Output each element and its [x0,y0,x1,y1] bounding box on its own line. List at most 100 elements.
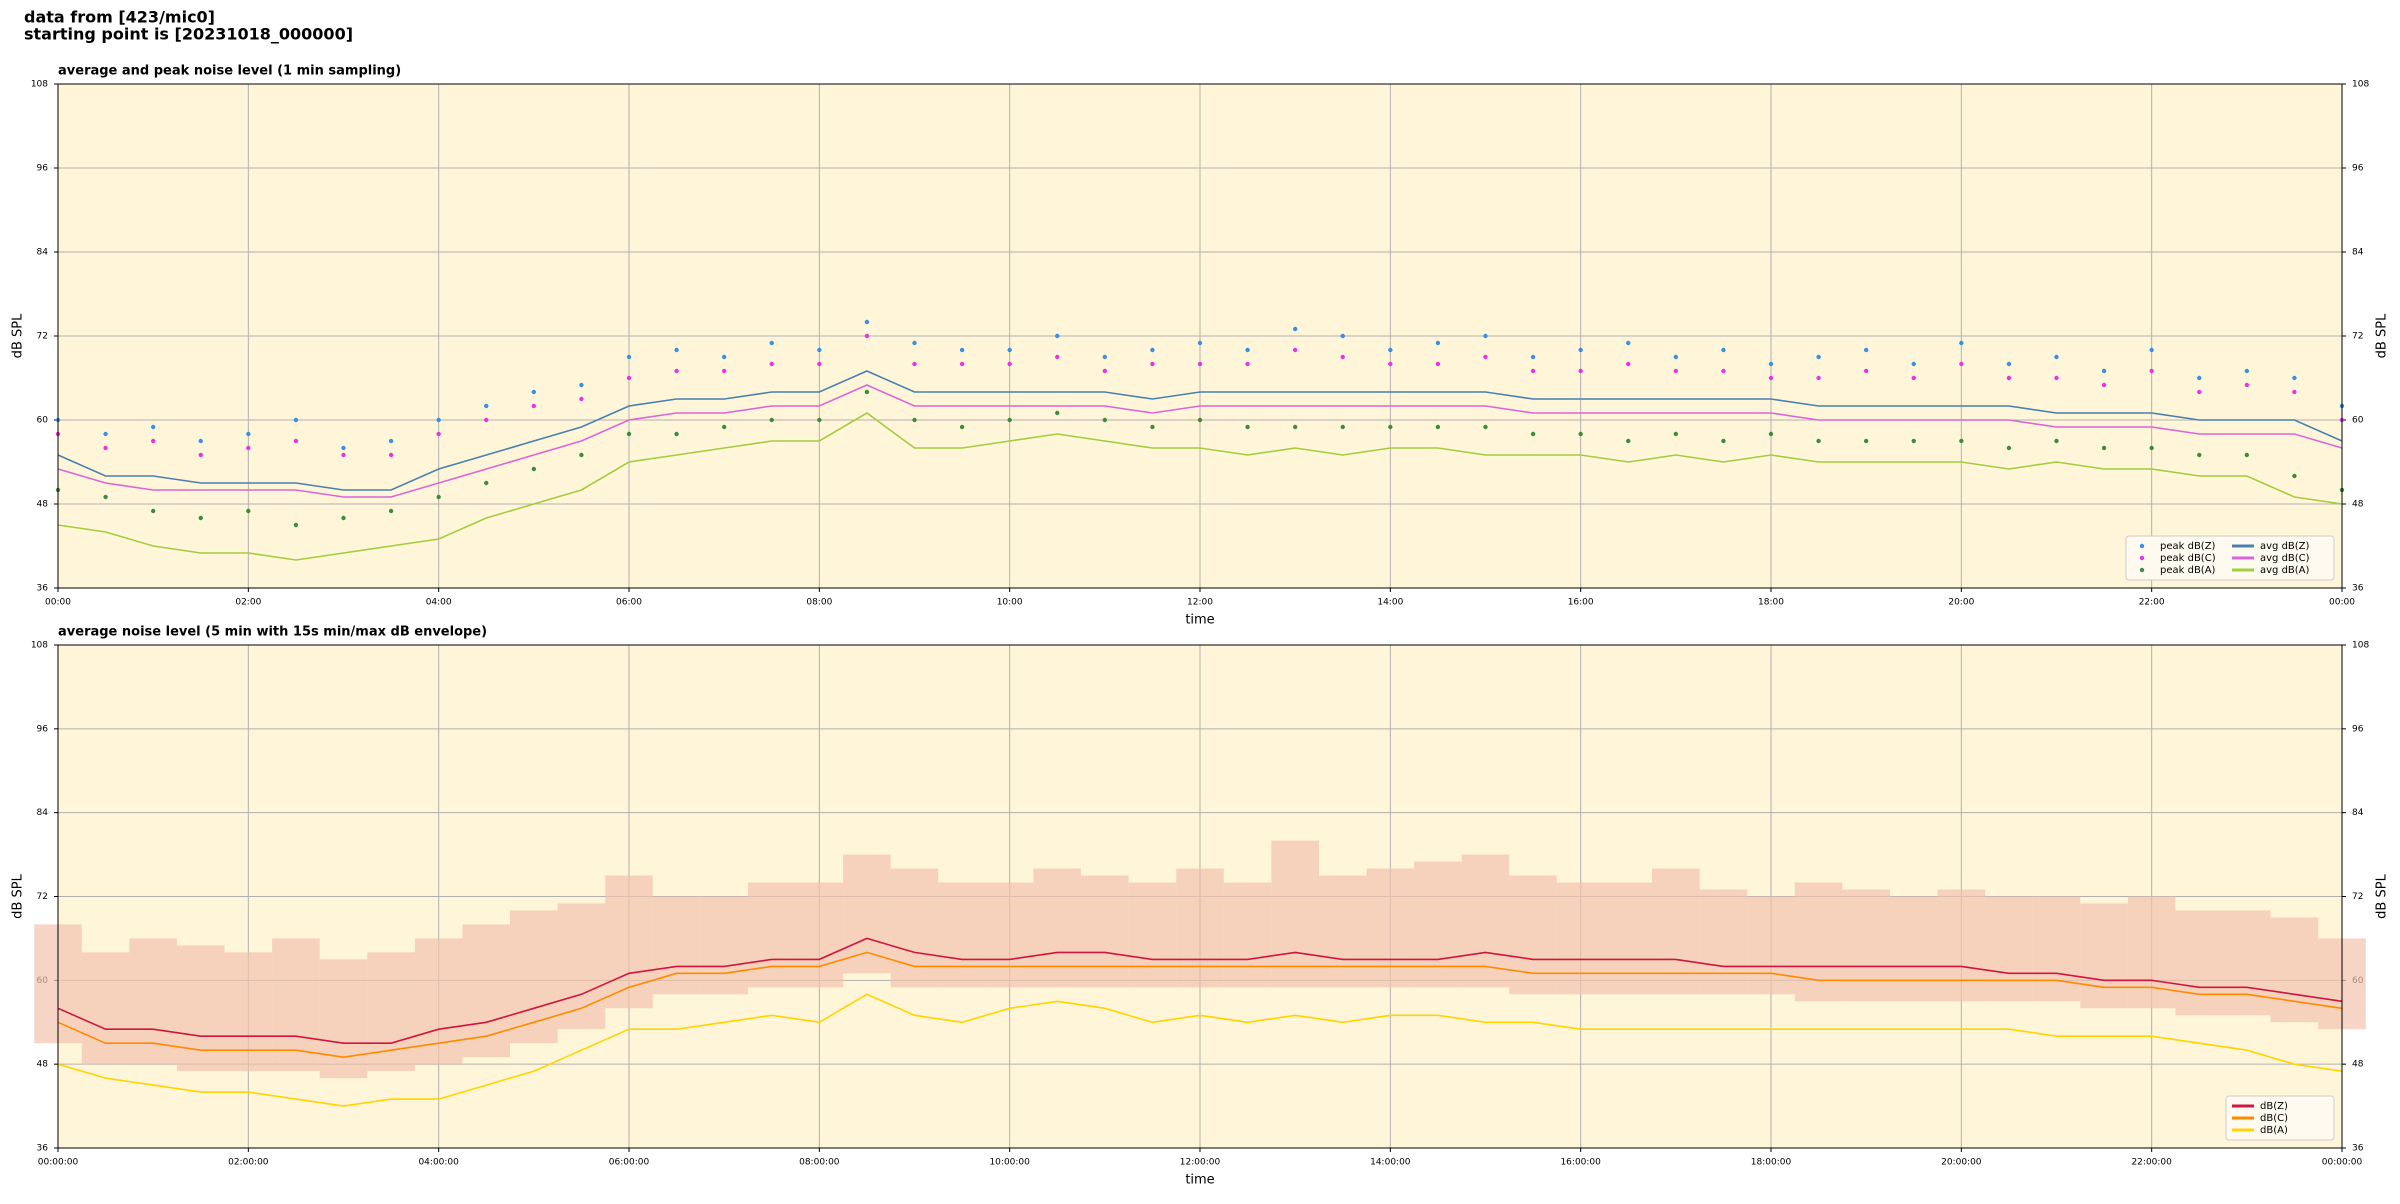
peak-point [1340,424,1345,430]
peak-point [2244,382,2250,388]
peak-point [1340,333,1345,339]
x-tick-label: 08:00:00 [799,1158,840,1168]
peak-point [1863,368,1869,374]
envelope-band [890,868,939,988]
peak-point [674,347,679,353]
peak-point [1626,361,1631,367]
envelope-band [652,896,701,995]
peak-point [2054,375,2059,381]
envelope-band [1842,889,1890,1002]
y-tick-label: 36 [37,584,49,594]
peak-point [1959,361,1964,367]
peak-point [1245,424,1250,430]
peak-point [1150,347,1155,353]
envelope-band [1176,868,1224,988]
x-tick-label: 02:00:00 [228,1158,269,1168]
y-tick-label: 48 [2352,1060,2364,1070]
peak-point [531,466,537,472]
peak-point [1388,361,1393,367]
peak-point [1959,340,1964,346]
envelope-band [2175,910,2224,1016]
peak-point [1863,438,1869,444]
peak-point [1055,333,1060,339]
peak-point [2244,452,2250,458]
envelope-band [2032,896,2081,1002]
peak-point [198,452,203,458]
peak-point [817,417,822,423]
y-axis-label: dB SPL [11,873,26,918]
peak-point [1197,340,1203,346]
series-line [57,384,2343,498]
envelope-band [1889,896,1938,1002]
peak-point [1578,431,1583,437]
peak-point [1578,368,1583,374]
y-tick-label: 96 [37,164,49,174]
envelope-band [1414,861,1462,988]
envelope-band [1318,875,1367,988]
x-tick-label: 20:00:00 [1941,1158,1982,1168]
peak-point [2101,368,2107,374]
peak-point [484,403,489,409]
legend-marker [2139,555,2145,561]
peak-point [1721,368,1726,374]
series-line [57,951,2343,1059]
x-tick-label: 22:00:00 [2131,1158,2172,1168]
peak-point [2292,375,2297,381]
peak-point [579,396,584,402]
peak-point [1007,361,1012,367]
peak-point [293,522,299,528]
peak-point [1578,347,1583,353]
peak-point [1435,361,1441,367]
x-tick-label: 14:00 [1377,598,1403,608]
peak-point [103,445,108,451]
envelope-band [700,896,748,995]
peak-point [1388,347,1393,353]
peak-point [2149,445,2154,451]
envelope-band [1509,875,1557,995]
peak-point [864,389,870,395]
x-tick-label: 00:00 [45,598,71,608]
legend-marker [2139,567,2145,573]
x-tick-label: 12:00:00 [1180,1158,1221,1168]
x-tick-label: 10:00 [997,598,1023,608]
x-tick-label: 16:00 [1568,598,1594,608]
envelope-band [843,854,891,974]
peak-point [579,382,584,388]
peak-point [1245,347,1250,353]
peak-point [1673,431,1679,437]
y-tick-label: 36 [2352,584,2364,594]
x-tick-label: 06:00 [616,598,642,608]
peak-point [626,354,632,360]
legend-label: peak dB(A) [2160,565,2216,576]
y-axis-label: dB SPL [2375,313,2390,358]
x-tick-label: 04:00 [426,598,452,608]
plot-frame [57,644,2343,1149]
peak-point [1292,326,1298,332]
series-line [57,993,2343,1107]
legend-label: avg dB(Z) [2260,541,2310,552]
x-tick-label: 02:00 [235,598,261,608]
y-tick-label: 84 [37,808,49,818]
x-axis-label: time [1185,1173,1214,1188]
y-tick-label: 72 [2352,892,2363,902]
y-tick-label: 84 [2352,808,2364,818]
envelope-band [176,945,225,1072]
peak-point [626,375,632,381]
peak-point [484,417,489,423]
peak-point [912,361,917,367]
peak-point [484,480,489,486]
peak-point [1768,361,1774,367]
envelope-band [1033,868,1082,988]
peak-point [1626,438,1631,444]
peak-point [2149,368,2154,374]
peak-point [531,389,537,395]
peak-point [1673,354,1679,360]
envelope-band [605,875,653,1009]
peak-point [959,347,965,353]
chart-title: average and peak noise level (1 min samp… [58,64,401,79]
peak-point [1102,417,1108,423]
peak-point [388,438,394,444]
envelope-band [224,952,273,1072]
peak-point [1197,361,1203,367]
